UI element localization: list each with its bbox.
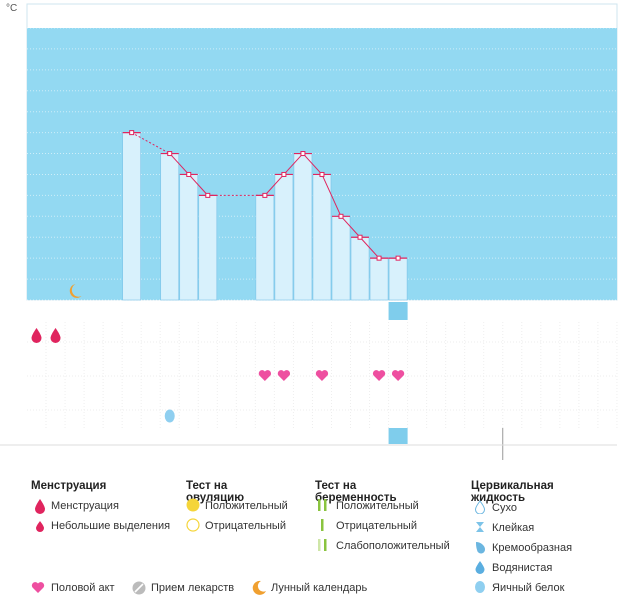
ovulation-negative-icon	[186, 518, 200, 532]
cervical-dry-icon	[474, 500, 486, 514]
legend-cervical-dry-label: Сухо	[492, 502, 517, 514]
legend-menstruation-title: Менструация	[31, 480, 107, 492]
highlight-date-cell	[388, 428, 408, 444]
legend-pregnancy-faint-label: Слабоположительный	[336, 540, 450, 552]
pill-icon	[132, 581, 146, 595]
legend-ovulation-negative-label: Отрицательный	[205, 520, 286, 532]
highlight-cycle-day-cell	[388, 302, 408, 320]
legend-intercourse-label: Половой акт	[51, 582, 115, 594]
legend-ovulation-title: Тест на овуляцию	[186, 480, 245, 504]
menstruation-drop-icon	[35, 499, 45, 514]
bbt-chart: °C	[0, 3, 618, 460]
temp-point-day-13	[262, 192, 268, 198]
temp-bar-day-14	[274, 174, 294, 301]
temp-point-day-14	[281, 171, 287, 177]
legend-cervical-creamy-label: Кремообразная	[492, 542, 573, 554]
temp-point-day-15	[300, 151, 306, 157]
legend-cervical-watery-label: Водянистая	[492, 562, 553, 574]
spotting-drop-icon	[36, 521, 44, 532]
temp-bar-day-6	[122, 132, 141, 301]
legend-pregnancy-negative-label: Отрицательный	[336, 520, 417, 532]
legend-menstruation-label: Менструация	[51, 500, 119, 512]
temp-line-segment	[131, 132, 170, 154]
temp-bar-day-18	[350, 236, 370, 301]
temp-bar-day-13	[255, 195, 275, 301]
y-unit-label: °C	[6, 3, 17, 14]
temp-point-day-6	[129, 130, 135, 136]
temp-bar-day-10	[198, 195, 218, 301]
temp-bar-day-17	[331, 216, 351, 301]
cervical-watery-icon	[475, 561, 485, 574]
temp-bar-day-9	[179, 174, 199, 301]
legend-ovulation-positive-label: Положительный	[205, 500, 288, 512]
cervical-creamy-icon	[476, 542, 486, 554]
temp-line-segment	[169, 153, 190, 175]
temp-line-segment	[188, 174, 209, 196]
menstruation-drop-icon	[50, 328, 61, 343]
temp-bar-day-8	[160, 153, 180, 301]
temp-line-segment	[283, 153, 304, 175]
legend-medication-label: Прием лекарств	[151, 582, 235, 594]
moon-icon	[69, 284, 82, 298]
temp-line-segment	[359, 236, 380, 259]
temp-point-day-16	[319, 171, 325, 177]
legend-cervical-title: Цервикальная жидкость	[471, 480, 554, 504]
legend-pregnancy-title: Тест на беременность	[315, 480, 397, 504]
heart-icon	[315, 370, 329, 381]
cervical-eggwhite-icon	[164, 409, 175, 423]
menstruation-drop-icon	[31, 328, 42, 343]
temp-bar-day-16	[312, 174, 332, 301]
heart-icon	[277, 370, 291, 381]
pregnancy-positive-icon	[318, 499, 327, 511]
temp-bar-day-19	[369, 257, 389, 301]
temp-line-segment	[321, 174, 342, 217]
heart-icon	[31, 582, 45, 593]
cervical-eggwhite-icon	[475, 581, 485, 593]
legend-cervical-sticky-label: Клейкая	[492, 522, 535, 534]
heart-icon	[258, 370, 272, 381]
cervical-sticky-icon	[476, 522, 484, 532]
legend-cervical-eggwhite-label: Яичный белок	[492, 582, 565, 594]
temp-point-day-10	[205, 192, 211, 198]
temp-point-day-20	[395, 255, 401, 261]
temp-line-segment	[264, 174, 285, 196]
pregnancy-negative-icon	[321, 519, 324, 531]
temp-bar-day-20	[388, 257, 408, 301]
temp-point-day-8	[167, 151, 173, 157]
ovulation-positive-icon	[186, 498, 200, 512]
temp-point-day-9	[186, 171, 192, 177]
heart-icon	[391, 370, 405, 381]
temp-point-day-17	[338, 213, 344, 219]
pregnancy-faint-icon	[318, 539, 327, 551]
temp-line-segment	[302, 153, 323, 175]
heart-icon	[372, 370, 386, 381]
temp-bar-day-15	[293, 153, 313, 301]
legend-lunar-label: Лунный календарь	[271, 582, 368, 594]
legend-spotting-label: Небольшие выделения	[51, 520, 171, 532]
moon-icon	[252, 580, 266, 595]
temp-point-day-19	[376, 255, 382, 261]
temp-line-segment	[340, 215, 361, 238]
legend-pregnancy-positive-label: Положительный	[336, 500, 419, 512]
temp-point-day-18	[357, 234, 363, 240]
